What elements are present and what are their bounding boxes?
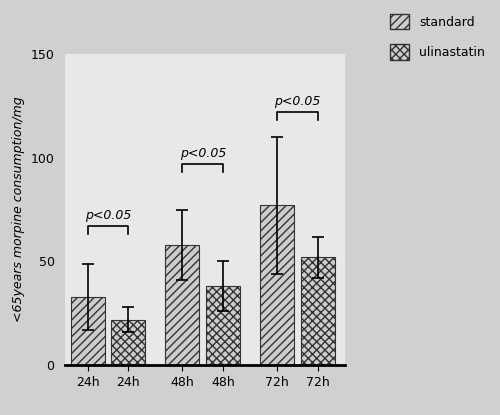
Bar bbox=[70, 297, 104, 365]
Text: p<0.05: p<0.05 bbox=[274, 95, 321, 108]
Bar bbox=[301, 257, 335, 365]
Bar bbox=[166, 245, 200, 365]
Text: p<0.05: p<0.05 bbox=[180, 147, 226, 160]
Legend: standard, ulinastatin: standard, ulinastatin bbox=[386, 10, 489, 63]
Bar bbox=[112, 320, 145, 365]
Y-axis label: <65years morpine consumption/mg: <65years morpine consumption/mg bbox=[12, 97, 25, 322]
Text: p<0.05: p<0.05 bbox=[84, 209, 131, 222]
Bar bbox=[206, 286, 240, 365]
Bar bbox=[260, 205, 294, 365]
